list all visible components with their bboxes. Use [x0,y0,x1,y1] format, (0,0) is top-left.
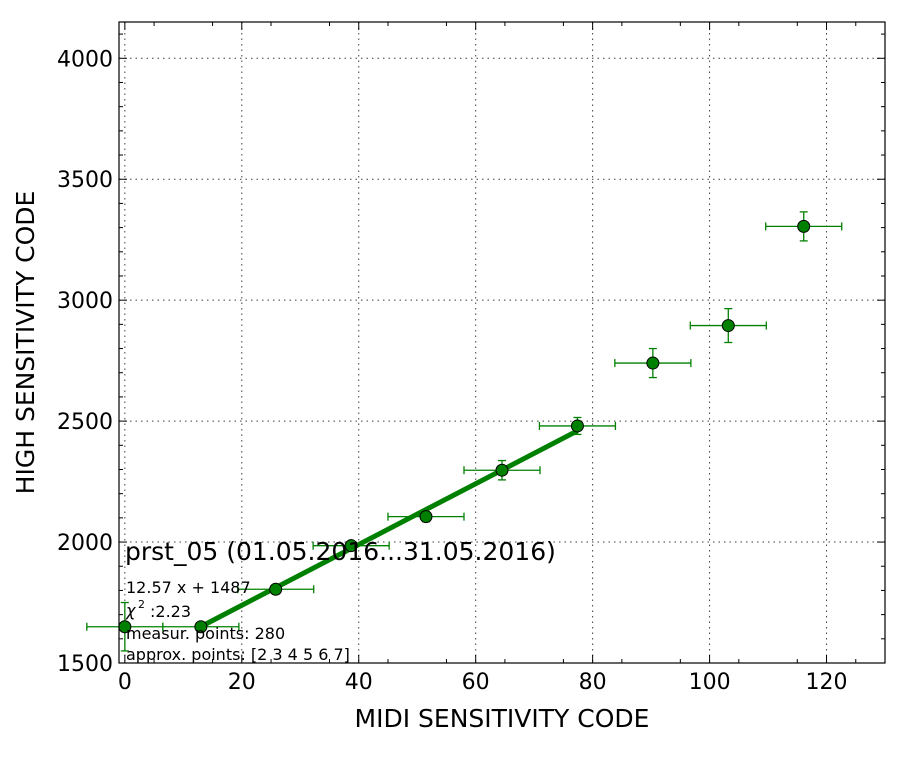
data-point [194,620,208,634]
minor-ticks [119,22,885,663]
fit-line-layer [199,428,579,629]
svg-text:2: 2 [138,598,145,611]
x-tick-label: 60 [462,670,490,695]
data-point [721,319,735,333]
plot-frame [118,21,886,664]
approx-points-text: approx. points: [2 3 4 5 6 7] [126,645,350,664]
station-period-title: prst_05 (01.05.2016...31.05.2016) [125,537,556,566]
x-axis-label: MIDI SENSITIVITY CODE [355,704,650,733]
fit-equation-text: 12.57 x + 1487 [126,578,251,597]
x-tick-label: 120 [806,670,848,695]
data-points [118,219,811,634]
x-tick-label: 40 [345,670,373,695]
x-tick-label: 20 [228,670,256,695]
data-point [269,582,283,596]
data-point [570,419,584,433]
data-point [419,510,433,524]
measurement-points-text: measur. points: 280 [126,624,285,643]
data-point [646,356,660,370]
x-tick-label: 100 [689,670,731,695]
grid [119,22,885,663]
y-tick-label: 1500 [57,652,113,677]
y-tick-label: 2500 [57,410,113,435]
plot-area [119,22,885,663]
data-point [797,219,811,233]
y-tick-labels: 1500 2000 2500 3000 3500 4000 [57,47,113,677]
y-tick-label: 3000 [57,289,113,314]
fit-line [199,428,579,629]
data-point [495,463,509,477]
data-point [344,539,358,553]
chi-squared-value: :2.23 [150,602,191,621]
x-tick-label: 80 [579,670,607,695]
chi-squared-symbol: χ 2 [125,598,145,620]
y-tick-label: 3500 [57,168,113,193]
x-tick-label: 0 [118,670,132,695]
y-tick-label: 2000 [57,531,113,556]
y-tick-label: 4000 [57,47,113,72]
y-axis-label: HIGH SENSITIVITY CODE [11,191,40,495]
svg-text:χ: χ [125,601,136,620]
x-tick-labels: 0 20 40 60 80 100 120 [118,670,848,695]
